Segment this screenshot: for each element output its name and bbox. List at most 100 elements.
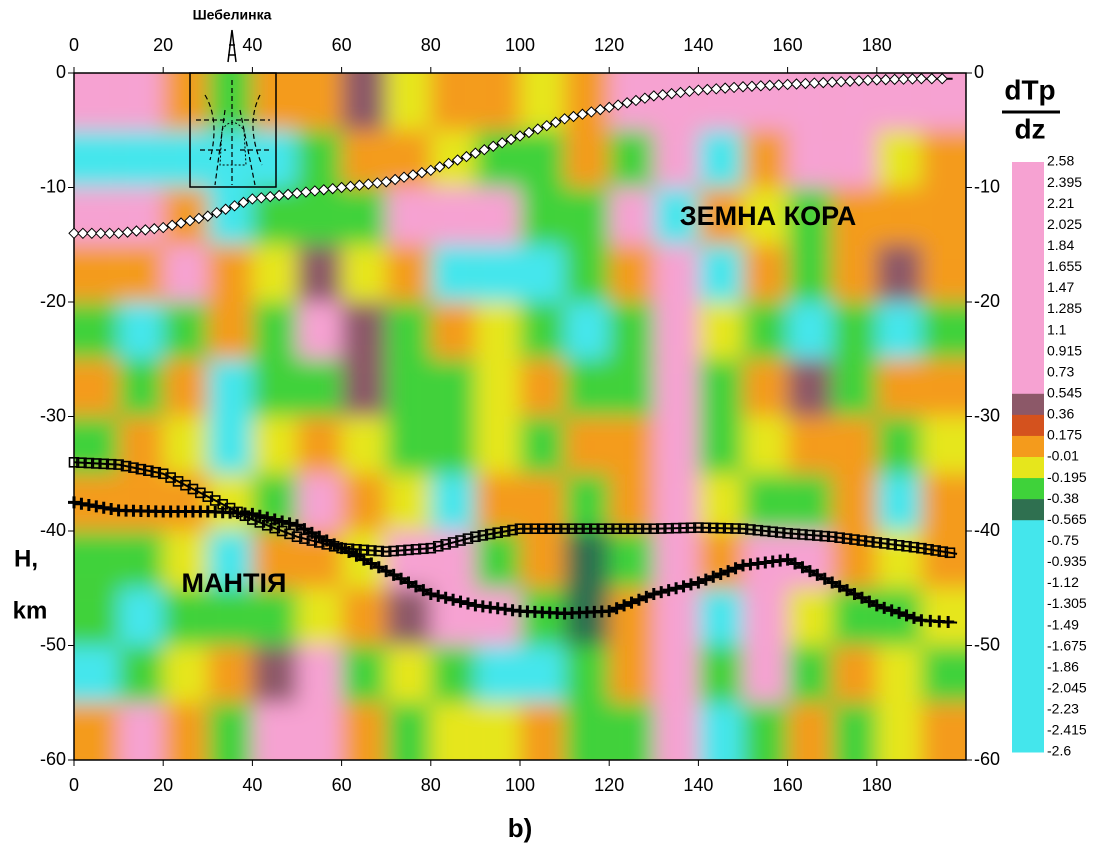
field-cell: [430, 645, 476, 703]
field-cell: [163, 302, 208, 360]
field-cell: [653, 187, 699, 245]
marker: [184, 214, 196, 227]
marker: [700, 522, 712, 534]
marker: [425, 164, 437, 177]
marker: [76, 457, 87, 468]
field-cell: [787, 702, 833, 760]
marker: [357, 553, 370, 566]
field-cell: [698, 702, 743, 760]
field-cell: [743, 416, 788, 474]
field-cell: [118, 588, 164, 646]
marker: [834, 532, 845, 543]
field-cell: [787, 130, 833, 188]
marker: [670, 522, 682, 534]
field-cell: [475, 702, 520, 760]
marker: [755, 80, 767, 92]
field-cell: [609, 130, 654, 188]
colorbar-label: 0.915: [1047, 342, 1082, 358]
crust-label: ЗЕМНА КОРА: [680, 201, 857, 231]
marker: [514, 130, 526, 142]
field-cell: [832, 416, 877, 474]
colorbar-band: [1012, 204, 1044, 226]
x-tick-label-top: 100: [505, 35, 535, 55]
colorbar-label: 2.025: [1047, 216, 1082, 232]
x-tick-label-bottom: 60: [332, 775, 352, 795]
marker: [790, 78, 803, 90]
field-cell: [386, 244, 431, 302]
marker: [291, 531, 303, 543]
marker: [541, 119, 553, 132]
colorbar-band: [1012, 393, 1044, 416]
marker: [729, 562, 742, 575]
field-cell: [118, 702, 164, 760]
field-cell: [520, 473, 565, 531]
marker: [937, 546, 949, 557]
y-tick-label-right: 0: [974, 62, 984, 82]
marker: [112, 227, 125, 240]
marker: [803, 565, 816, 578]
field-cell: [252, 416, 297, 474]
marker: [380, 546, 392, 557]
marker: [113, 459, 124, 470]
field-cell: [609, 531, 654, 589]
x-tick-label-top: 0: [69, 35, 79, 55]
marker: [655, 586, 668, 599]
field-cell: [297, 473, 342, 531]
y-tick-label-left: -20: [40, 291, 66, 311]
x-tick-label-top: 140: [683, 35, 713, 55]
field-cell: [921, 244, 966, 302]
marker: [855, 591, 868, 604]
marker: [121, 226, 134, 238]
marker: [300, 186, 312, 198]
field-cell: [698, 187, 743, 245]
field-cell: [475, 187, 520, 245]
marker: [350, 549, 363, 562]
marker: [835, 75, 847, 88]
field-cell: [430, 187, 476, 245]
field-cell: [207, 359, 253, 417]
field-cell: [430, 359, 476, 417]
marker: [372, 561, 385, 574]
marker: [447, 593, 460, 606]
marker: [630, 94, 642, 107]
field-cell: [921, 359, 966, 417]
x-tick-label-bottom: 160: [773, 775, 803, 795]
field-cell: [564, 702, 610, 760]
field-cell: [386, 73, 431, 131]
colorbar-label: -0.195: [1047, 469, 1087, 485]
field-cell: [341, 302, 387, 360]
field-cell: [609, 244, 654, 302]
field-cell: [252, 302, 297, 360]
field-cell: [475, 359, 520, 417]
marker: [746, 80, 758, 92]
colorbar-band: [1012, 583, 1044, 605]
field: [74, 73, 966, 760]
field-cell: [475, 244, 520, 302]
y-tick-label-left: -10: [40, 176, 66, 196]
marker: [900, 609, 913, 622]
marker: [130, 225, 143, 237]
field-cell: [520, 416, 565, 474]
marker: [812, 530, 823, 541]
field-cell: [653, 244, 699, 302]
marker: [826, 531, 838, 543]
marker: [166, 219, 178, 231]
field-cell: [430, 302, 476, 360]
colorbar-label: -0.01: [1047, 448, 1079, 464]
marker: [380, 565, 393, 578]
colorbar-label: 0.175: [1047, 427, 1082, 443]
marker: [567, 110, 580, 123]
field-cell: [698, 244, 743, 302]
derrick-icon: [227, 29, 237, 63]
marker: [298, 523, 311, 536]
marker: [135, 463, 147, 475]
field-cell: [698, 473, 743, 531]
marker: [610, 602, 623, 615]
field-cell: [520, 302, 565, 360]
field-cell: [207, 531, 253, 589]
marker: [380, 176, 392, 188]
colorbar-band: [1012, 562, 1044, 584]
marker: [677, 580, 690, 593]
colorbar-label: 2.21: [1047, 195, 1074, 211]
sketch-box: [189, 72, 277, 188]
